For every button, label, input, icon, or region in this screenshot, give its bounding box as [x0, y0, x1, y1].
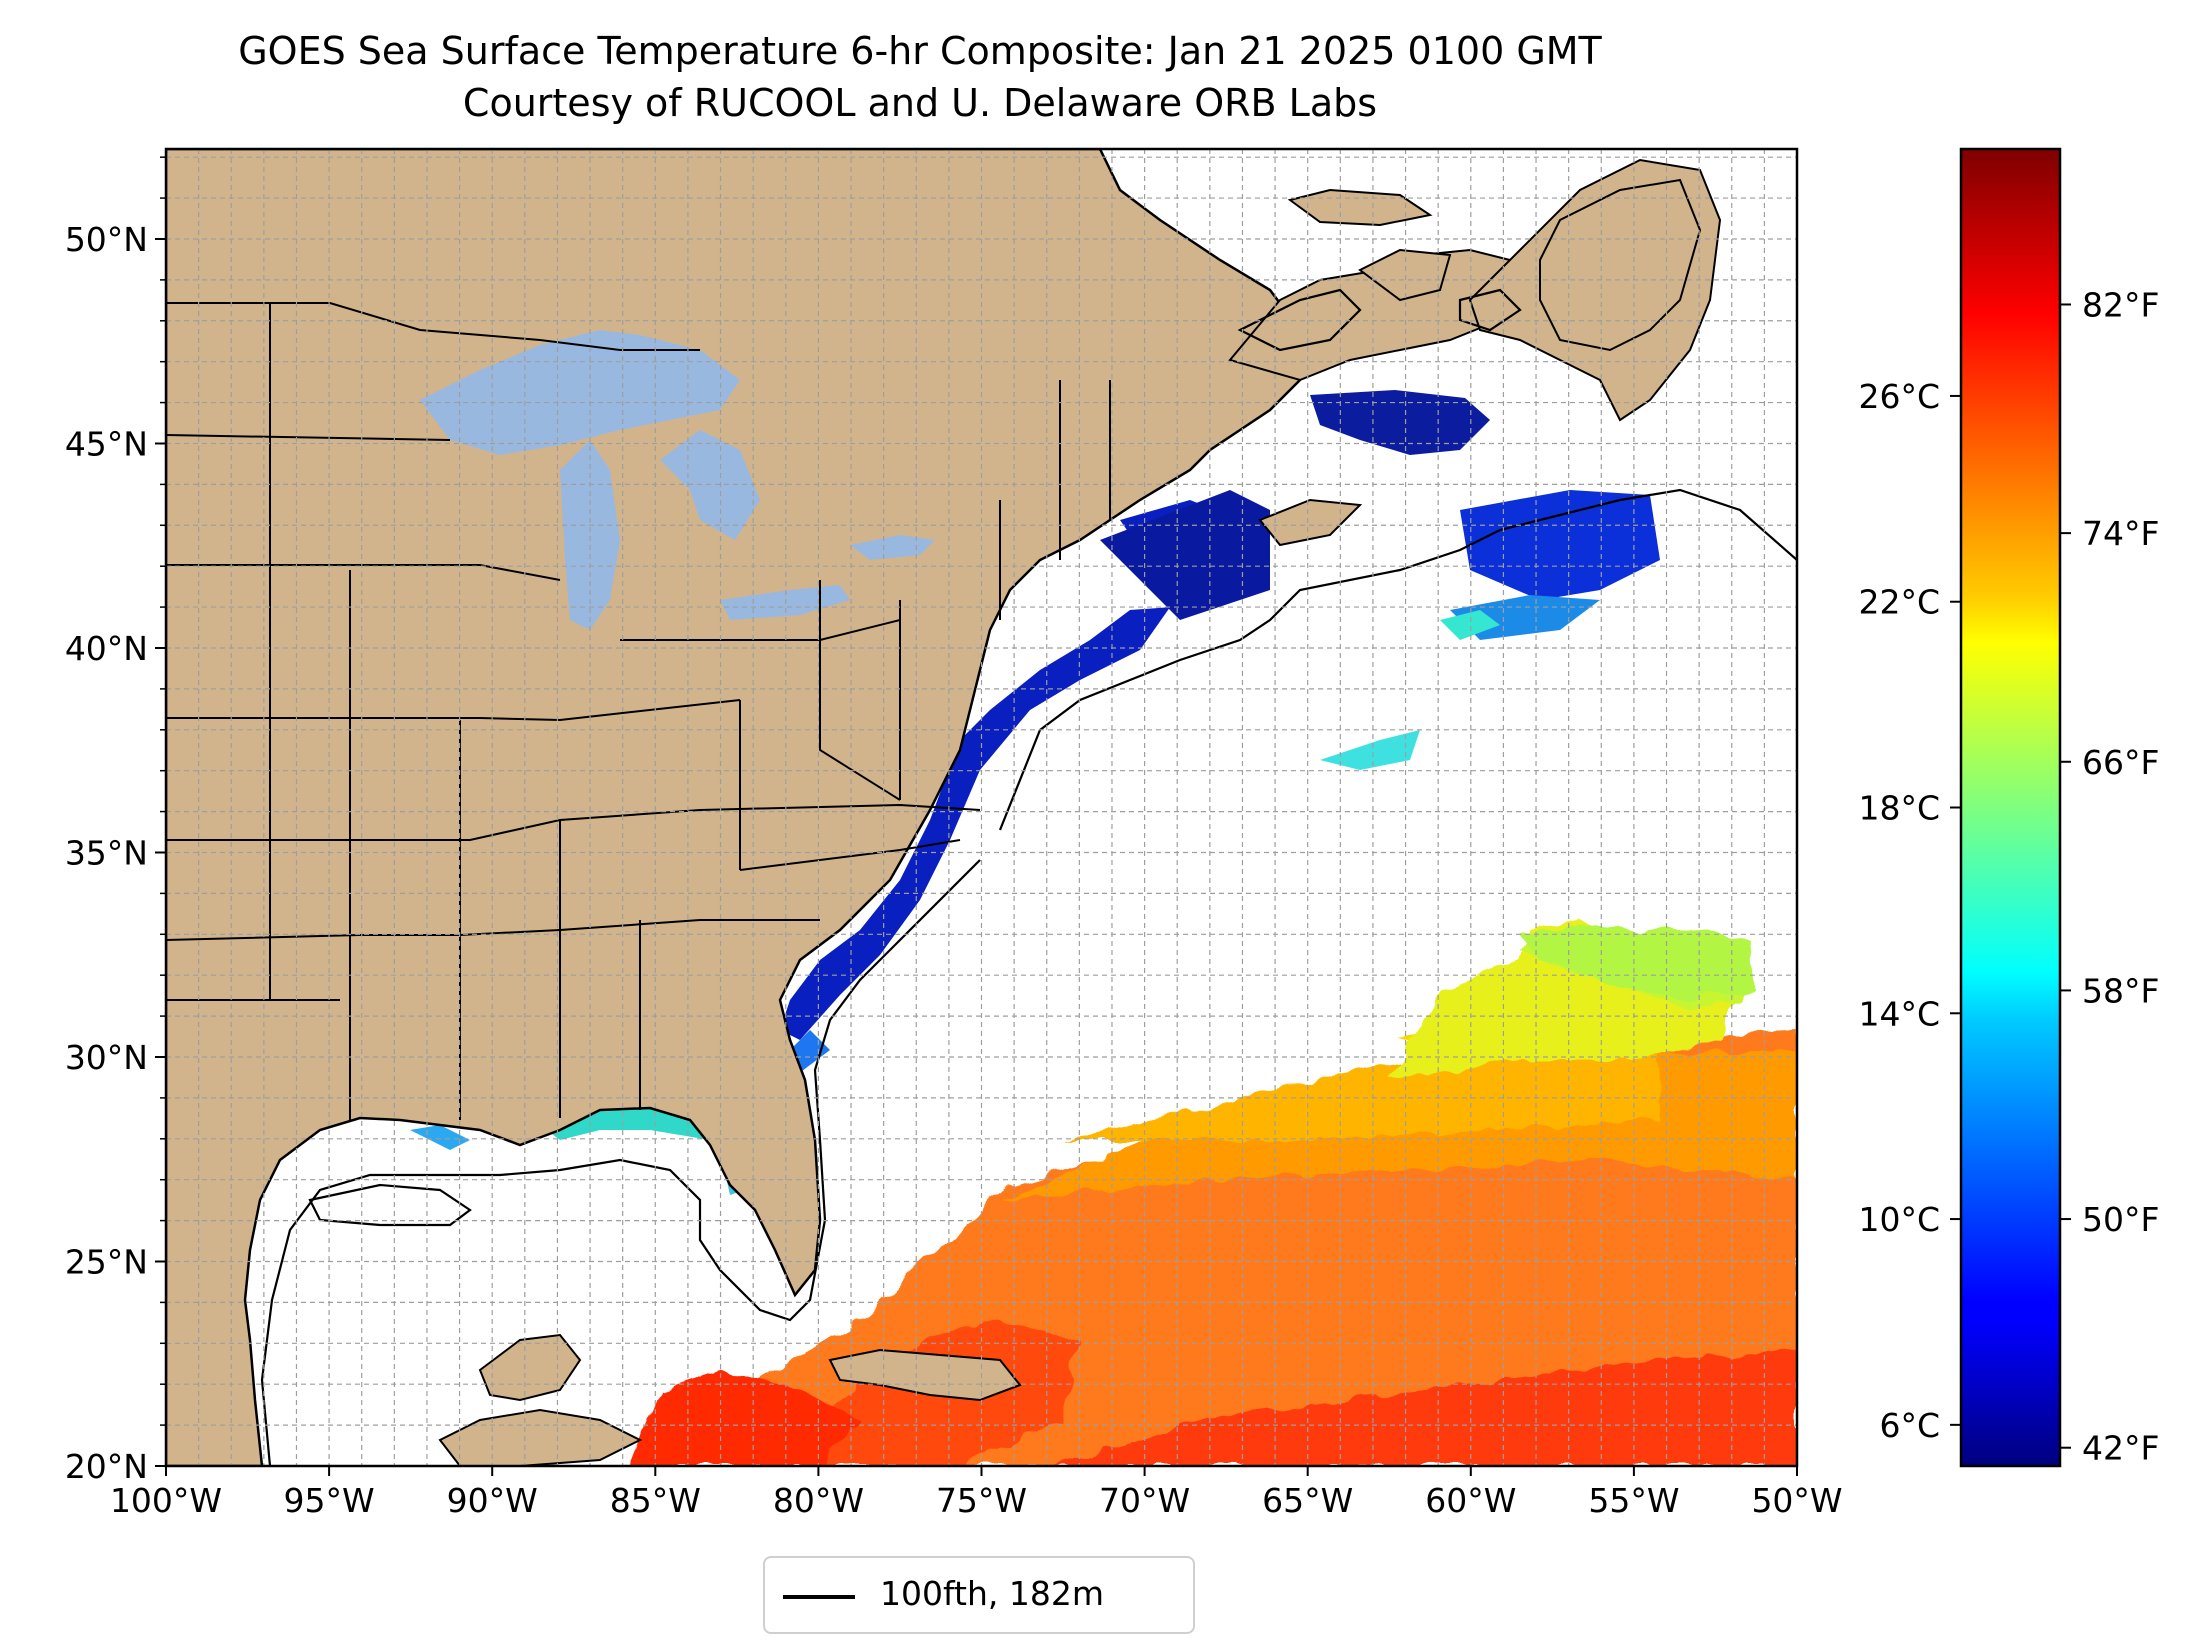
y-tick-label: 30°N	[65, 1038, 148, 1077]
x-tick-label: 65°W	[1262, 1481, 1353, 1520]
x-tick-label: 50°W	[1751, 1481, 1842, 1520]
fahrenheit-tick-label: 74°F	[2082, 514, 2159, 553]
x-axis-ticks: 100°W 95°W 90°W 85°W 80°W 75°W 70°W 65°W 60°W 55°…	[110, 1466, 1843, 1520]
graticule	[166, 149, 1797, 1466]
x-tick-label: 85°W	[610, 1481, 701, 1520]
great-lakes	[420, 330, 935, 630]
x-tick-label: 70°W	[1099, 1481, 1190, 1520]
celsius-tick-label: 22°C	[1858, 583, 1940, 622]
colorbar	[1959, 147, 2062, 1468]
x-tick-label: 55°W	[1588, 1481, 1679, 1520]
celsius-tick-label: 18°C	[1858, 789, 1940, 828]
x-tick-label: 95°W	[284, 1481, 375, 1520]
x-tick-label: 90°W	[447, 1481, 538, 1520]
x-tick-label: 75°W	[936, 1481, 1027, 1520]
land	[166, 149, 1722, 1466]
y-tick-label: 20°N	[65, 1447, 148, 1486]
celsius-tick-label: 10°C	[1858, 1200, 1940, 1239]
y-tick-label: 35°N	[65, 833, 148, 872]
y-tick-label: 50°N	[65, 220, 148, 259]
y-tick-label: 25°N	[65, 1242, 148, 1281]
borders	[166, 302, 1111, 1120]
fahrenheit-tick-label: 50°F	[2082, 1200, 2159, 1239]
celsius-tick-label: 26°C	[1858, 377, 1940, 416]
fahrenheit-tick-label: 58°F	[2082, 971, 2159, 1010]
x-tick-label: 100°W	[110, 1481, 222, 1520]
map-subtitle: Courtesy of RUCOOL and U. Delaware ORB L…	[462, 81, 1378, 125]
celsius-tick-label: 14°C	[1858, 994, 1940, 1033]
x-tick-label: 80°W	[773, 1481, 864, 1520]
colorbar-celsius-ticks: 6°C 10°C 14°C 18°C 22°C 26°C	[1858, 377, 1961, 1445]
fahrenheit-tick-label: 82°F	[2082, 285, 2159, 324]
y-tick-label: 40°N	[65, 629, 148, 668]
fahrenheit-tick-label: 42°F	[2082, 1429, 2159, 1468]
celsius-tick-label: 6°C	[1879, 1406, 1940, 1445]
map-panel	[166, 149, 1797, 1466]
legend-label: 100fth, 182m	[880, 1574, 1104, 1613]
x-tick-label: 60°W	[1425, 1481, 1516, 1520]
y-tick-label: 45°N	[65, 424, 148, 463]
fahrenheit-tick-label: 66°F	[2082, 743, 2159, 782]
colorbar-fahrenheit-ticks: 42°F 50°F 58°F 66°F 74°F 82°F	[2060, 285, 2159, 1468]
map-title: GOES Sea Surface Temperature 6-hr Compos…	[238, 29, 1602, 73]
legend: 100fth, 182m	[763, 1556, 1195, 1634]
y-axis-ticks: 20°N 25°N 30°N 35°N 40°N 45°N 50°N	[65, 156, 166, 1486]
legend-line-swatch	[783, 1595, 855, 1599]
coastal-sst	[410, 390, 1660, 1195]
